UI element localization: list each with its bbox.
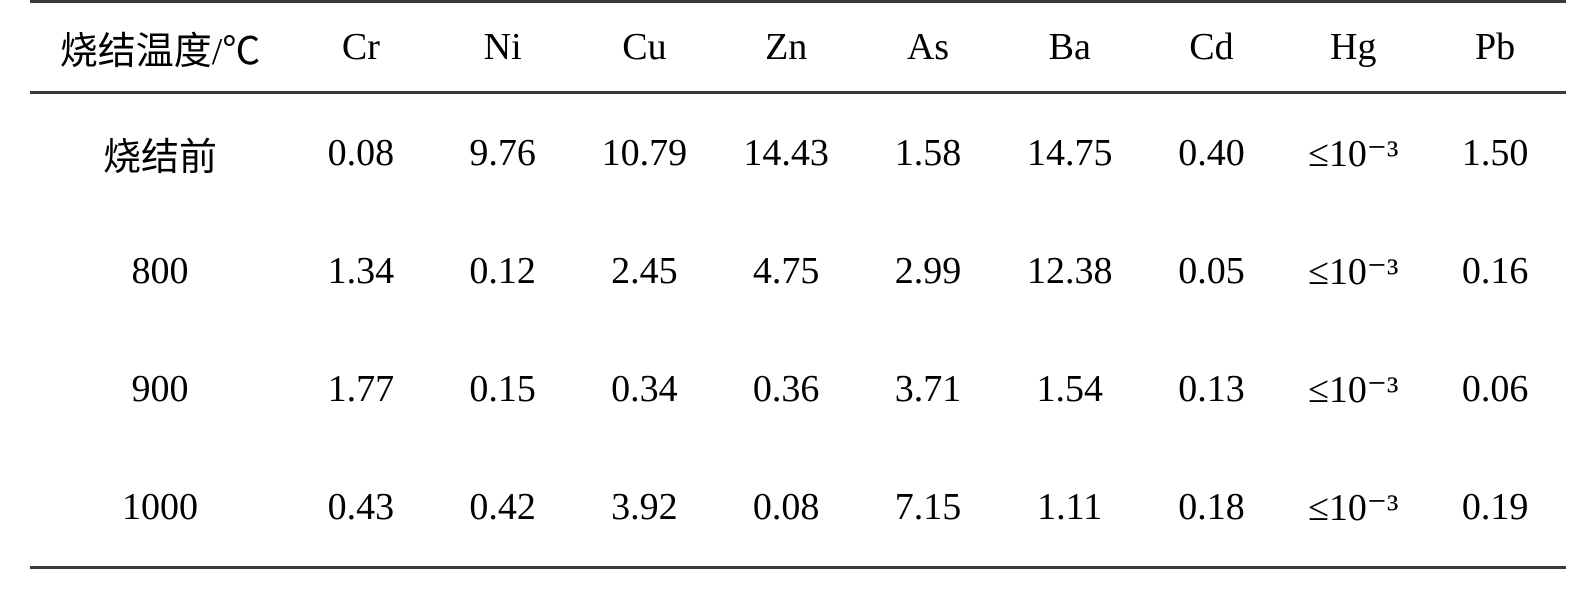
cell-value: 0.34 [574,330,716,448]
cell-value: ≤10⁻³ [1282,330,1424,448]
cell-value: 0.40 [1141,93,1283,213]
cell-value: 0.36 [715,330,857,448]
cell-value: 7.15 [857,448,999,568]
cell-value: 0.05 [1141,212,1283,330]
cell-value: 2.99 [857,212,999,330]
cell-value: 0.06 [1424,330,1566,448]
cell-value: 1.11 [999,448,1141,568]
cell-value: 0.12 [432,212,574,330]
cell-label: 800 [30,212,290,330]
cell-value: ≤10⁻³ [1282,93,1424,213]
cell-value: 3.92 [574,448,716,568]
col-header-label: 烧结温度/℃ [30,2,290,93]
cell-value: 0.08 [290,93,432,213]
cell-value: 1.50 [1424,93,1566,213]
cell-value: 0.18 [1141,448,1283,568]
col-header-cu: Cu [574,2,716,93]
cell-value: 14.75 [999,93,1141,213]
cell-value: 10.79 [574,93,716,213]
col-header-ni: Ni [432,2,574,93]
sintering-table: 烧结温度/℃ Cr Ni Cu Zn As Ba Cd Hg Pb 烧结前 0.… [30,0,1566,569]
cell-value: 2.45 [574,212,716,330]
table-row: 800 1.34 0.12 2.45 4.75 2.99 12.38 0.05 … [30,212,1566,330]
cell-value: 1.54 [999,330,1141,448]
table-header-row: 烧结温度/℃ Cr Ni Cu Zn As Ba Cd Hg Pb [30,2,1566,93]
data-table-container: 烧结温度/℃ Cr Ni Cu Zn As Ba Cd Hg Pb 烧结前 0.… [0,0,1596,569]
cell-value: 9.76 [432,93,574,213]
col-header-pb: Pb [1424,2,1566,93]
cell-value: 0.15 [432,330,574,448]
cell-label: 烧结前 [30,93,290,213]
cell-value: 0.19 [1424,448,1566,568]
table-row: 1000 0.43 0.42 3.92 0.08 7.15 1.11 0.18 … [30,448,1566,568]
cell-value: 3.71 [857,330,999,448]
col-header-zn: Zn [715,2,857,93]
cell-value: ≤10⁻³ [1282,448,1424,568]
cell-label: 900 [30,330,290,448]
cell-label: 1000 [30,448,290,568]
cell-value: ≤10⁻³ [1282,212,1424,330]
col-header-as: As [857,2,999,93]
col-header-cd: Cd [1141,2,1283,93]
cell-value: 0.43 [290,448,432,568]
table-row: 烧结前 0.08 9.76 10.79 14.43 1.58 14.75 0.4… [30,93,1566,213]
cell-value: 1.34 [290,212,432,330]
cell-value: 4.75 [715,212,857,330]
cell-value: 0.13 [1141,330,1283,448]
cell-value: 0.42 [432,448,574,568]
col-header-hg: Hg [1282,2,1424,93]
cell-value: 1.58 [857,93,999,213]
table-row: 900 1.77 0.15 0.34 0.36 3.71 1.54 0.13 ≤… [30,330,1566,448]
col-header-cr: Cr [290,2,432,93]
col-header-ba: Ba [999,2,1141,93]
cell-value: 14.43 [715,93,857,213]
cell-value: 1.77 [290,330,432,448]
cell-value: 0.08 [715,448,857,568]
cell-value: 12.38 [999,212,1141,330]
cell-value: 0.16 [1424,212,1566,330]
